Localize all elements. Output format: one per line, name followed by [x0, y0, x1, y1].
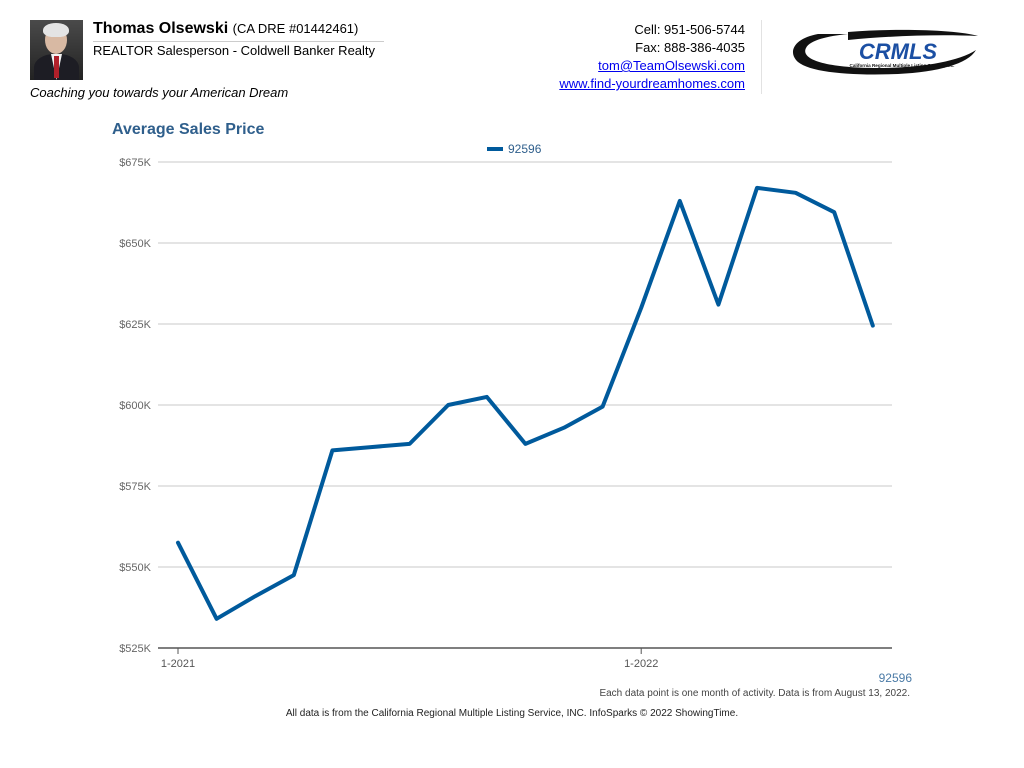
- y-tick-label: $600K: [119, 400, 151, 412]
- legend-label: 92596: [508, 142, 542, 156]
- y-tick-label: $675K: [119, 157, 151, 169]
- chart-legend[interactable]: 92596: [487, 142, 541, 156]
- y-tick-label: $650K: [119, 238, 151, 250]
- y-tick-label: $575K: [119, 481, 151, 493]
- chart-title: Average Sales Price: [112, 121, 265, 138]
- agent-tagline: Coaching you towards your American Dream: [30, 85, 289, 100]
- agent-name-line: Thomas Olsewski (CA DRE #01442461): [93, 20, 358, 38]
- series-line-92596: [176, 185, 875, 621]
- contact-block: Cell: 951-506-5744 Fax: 888-386-4035 tom…: [559, 21, 745, 93]
- header-divider: [93, 41, 384, 42]
- fax-number: Fax: 888-386-4035: [635, 40, 745, 55]
- source-footer: All data is from the California Regional…: [285, 708, 739, 719]
- x-tick-label: 1-2022: [624, 658, 658, 670]
- cell-phone: Cell: 951-506-5744: [634, 22, 745, 37]
- series-zip-label: 92596: [878, 671, 912, 685]
- agent-photo: [30, 20, 83, 80]
- agent-license: (CA DRE #01442461): [232, 21, 359, 36]
- website-link[interactable]: www.find-yourdreamhomes.com: [559, 76, 745, 91]
- x-tick-label: 1-2021: [161, 658, 195, 670]
- data-note: Each data point is one month of activity…: [599, 688, 910, 699]
- logo-text: CRMLS: [859, 39, 938, 64]
- header-vertical-divider: [761, 20, 762, 94]
- crmls-logo: CRMLS California Regional Multiple Listi…: [792, 29, 978, 75]
- logo-subtext: California Regional Multiple Listing Ser…: [850, 63, 955, 68]
- y-tick-label: $625K: [119, 319, 151, 331]
- y-tick-label: $550K: [119, 562, 151, 574]
- email-link[interactable]: tom@TeamOlsewski.com: [598, 58, 745, 73]
- y-tick-label: $525K: [119, 643, 151, 655]
- agent-name: Thomas Olsewski: [93, 20, 229, 37]
- agent-title: REALTOR Salesperson - Coldwell Banker Re…: [93, 43, 376, 58]
- legend-swatch: [487, 147, 503, 151]
